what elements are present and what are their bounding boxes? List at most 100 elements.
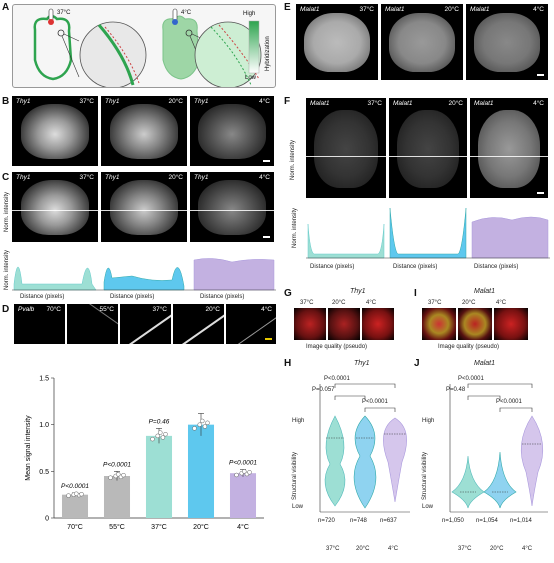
panel-label-h: H bbox=[284, 358, 292, 369]
panel-label-f: F bbox=[284, 96, 291, 107]
j-n-2: n=1,054 bbox=[476, 518, 498, 524]
g-temp-2: 20°C bbox=[332, 300, 346, 306]
data-point bbox=[197, 422, 202, 427]
i-temp-3: 4°C bbox=[496, 300, 507, 306]
data-point bbox=[234, 472, 239, 478]
data-point bbox=[116, 472, 121, 477]
h-n-1: n=720 bbox=[318, 518, 335, 524]
malat1-20c-image: Malat1 20°C bbox=[381, 4, 463, 80]
i-4c-quality-map bbox=[494, 308, 528, 340]
thy1-4c-profile-image: Thy1 4°C bbox=[190, 172, 274, 242]
data-point bbox=[160, 435, 166, 440]
data-point bbox=[66, 493, 71, 498]
panel-label-e: E bbox=[284, 2, 291, 13]
j-ylabel: Structural visibility bbox=[422, 451, 428, 500]
p-value-label: P=0.46 bbox=[149, 418, 170, 425]
h-ylabel: Structural visibility bbox=[292, 451, 298, 500]
malat1-4c-profile-image: Malat1 4°C bbox=[470, 98, 548, 198]
h-cat-3: 4°C bbox=[388, 546, 399, 552]
h-gene: Thy1 bbox=[354, 360, 370, 367]
g-20c-quality-map bbox=[328, 308, 360, 340]
h-low: Low bbox=[292, 504, 304, 510]
malat1-37c-profile-image: Malat1 37°C bbox=[306, 98, 386, 198]
temp-hot-label: 37°C bbox=[57, 10, 71, 16]
j-cat-3: 4°C bbox=[522, 546, 533, 552]
g-4c-quality-map bbox=[362, 308, 394, 340]
j-pval-3: P<0.0001 bbox=[496, 399, 522, 405]
bar bbox=[229, 473, 257, 518]
data-point bbox=[108, 475, 113, 480]
panel-label-b: B bbox=[2, 96, 10, 107]
data-point bbox=[205, 420, 210, 426]
legend-low: Low bbox=[245, 75, 257, 81]
y-tick-label: 1.0 bbox=[39, 422, 49, 429]
f-xlabel-3: Distance (pixels) bbox=[474, 264, 519, 270]
c-xlabel-2: Distance (pixels) bbox=[110, 294, 155, 300]
bar bbox=[103, 476, 131, 518]
malat1-4c-image: Malat1 4°C bbox=[466, 4, 548, 80]
i-gene: Malat1 bbox=[474, 288, 496, 295]
y-tick-label: 0.5 bbox=[39, 469, 49, 476]
panel-label-d: D bbox=[2, 304, 10, 315]
j-n-1: n=1,050 bbox=[442, 518, 464, 524]
y-axis-label: Mean signal intensity bbox=[25, 415, 32, 481]
i-temp-2: 20°C bbox=[462, 300, 476, 306]
temp-cold-label: 4°C bbox=[181, 10, 192, 16]
panel-a-schematic: 37°C 4°C High Low Hybridization bbox=[12, 4, 276, 89]
p-value-label: P<0.0001 bbox=[61, 483, 89, 490]
h-n-3: n=637 bbox=[380, 518, 397, 524]
y-tick-label: 0 bbox=[45, 516, 49, 523]
h-cat-2: 20°C bbox=[356, 546, 370, 552]
f-xlabel-2: Distance (pixels) bbox=[393, 264, 438, 270]
c-xlabel-1: Distance (pixels) bbox=[20, 294, 65, 300]
data-point bbox=[242, 469, 247, 474]
j-n-3: n=1,014 bbox=[510, 518, 532, 524]
f-img-ylabel: Norm. intensity bbox=[290, 139, 296, 180]
thy1-37c-profile-image: Thy1 37°C bbox=[12, 172, 98, 242]
x-tick-label: 20°C bbox=[193, 523, 209, 531]
malat1-37c-image: Malat1 37°C bbox=[296, 4, 378, 80]
bar bbox=[61, 494, 89, 518]
data-point bbox=[202, 424, 208, 429]
j-cat-1: 37°C bbox=[458, 546, 472, 552]
g-temp-1: 37°C bbox=[300, 300, 314, 306]
c-img-ylabel: Norm. intensity bbox=[4, 191, 10, 232]
y-tick-label: 1.5 bbox=[39, 376, 49, 383]
legend-title: Hybridization bbox=[265, 36, 271, 71]
data-point bbox=[192, 426, 197, 431]
bar bbox=[145, 435, 173, 518]
i-temp-1: 37°C bbox=[428, 300, 442, 306]
pvalb-4c-image: 4°C bbox=[226, 304, 276, 344]
f-profile-ylabel: Norm. intensity bbox=[292, 207, 298, 248]
thy1-intensity-profiles bbox=[12, 258, 276, 291]
c-profile-ylabel: Norm. intensity bbox=[4, 249, 10, 290]
g-caption: Image quality (pseudo) bbox=[306, 344, 368, 350]
data-point bbox=[155, 433, 160, 439]
x-tick-label: 37°C bbox=[151, 523, 167, 531]
data-point bbox=[79, 491, 84, 497]
i-20c-quality-map bbox=[458, 308, 492, 340]
pvalb-70c-image: Pvalb 70°C bbox=[14, 304, 65, 344]
h-cat-1: 37°C bbox=[326, 546, 340, 552]
pvalb-37c-image: 37°C bbox=[120, 304, 171, 344]
x-tick-label: 55°C bbox=[109, 523, 125, 531]
thy1-violin-plot bbox=[319, 383, 410, 513]
j-gene: Malat1 bbox=[474, 360, 496, 367]
g-37c-quality-map bbox=[294, 308, 326, 340]
i-caption: Image quality (pseudo) bbox=[438, 344, 500, 350]
c-xlabel-3: Distance (pixels) bbox=[200, 294, 245, 300]
thy1-37c-image: Thy1 37°C bbox=[12, 96, 98, 166]
thy1-20c-image: Thy1 20°C bbox=[101, 96, 187, 166]
x-tick-label: 4°C bbox=[237, 523, 249, 531]
thy1-20c-profile-image: Thy1 20°C bbox=[101, 172, 187, 242]
h-high: High bbox=[292, 418, 305, 424]
data-point bbox=[200, 418, 205, 424]
thy1-4c-image: Thy1 4°C bbox=[190, 96, 274, 166]
j-high: High bbox=[422, 418, 435, 424]
j-low: Low bbox=[422, 504, 434, 510]
data-point bbox=[150, 436, 155, 442]
h-n-2: n=748 bbox=[350, 518, 367, 524]
h-pval-1: P<0.0001 bbox=[324, 376, 350, 382]
panel-label-a: A bbox=[2, 2, 10, 13]
panel-label-i: I bbox=[414, 288, 417, 299]
